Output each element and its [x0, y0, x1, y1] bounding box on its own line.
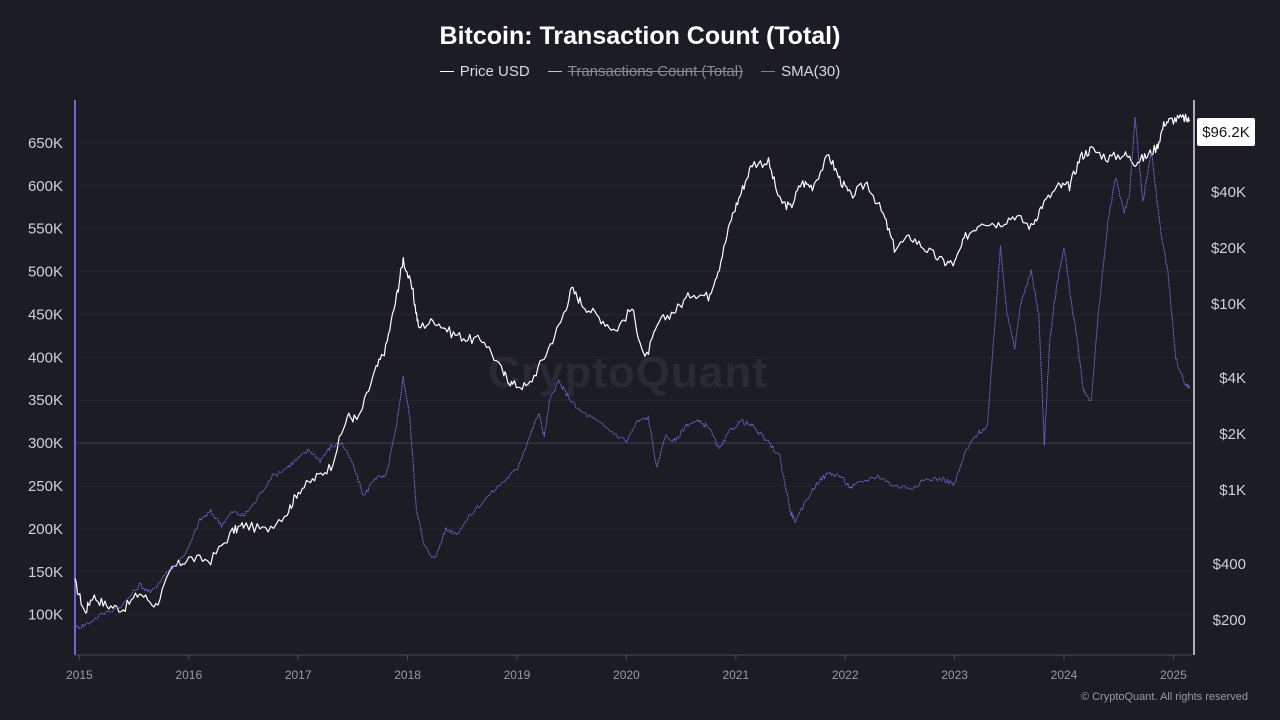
- series-line-sma-30-: [74, 116, 1191, 630]
- x-tick-2018: 2018: [394, 668, 421, 682]
- legend-item-transactions-count[interactable]: Transactions Count (Total): [547, 63, 744, 80]
- series-line-price-usd: [74, 113, 1191, 614]
- y-tick-left-600K: 600K: [28, 178, 63, 195]
- x-tick-2020: 2020: [613, 668, 640, 682]
- x-tick-2016: 2016: [175, 668, 202, 682]
- watermark: CryptoQuant: [488, 348, 768, 397]
- y-tick-left-500K: 500K: [28, 264, 63, 281]
- x-tick-2022: 2022: [832, 668, 859, 682]
- y-tick-left-400K: 400K: [28, 349, 63, 366]
- y-tick-right-$1K: $1K: [1219, 482, 1246, 499]
- y-tick-right-$10K: $10K: [1211, 296, 1246, 313]
- y-tick-left-200K: 200K: [28, 521, 63, 538]
- legend-swatch-price-usd: [439, 71, 454, 72]
- y-tick-right-$400: $400: [1213, 556, 1246, 573]
- x-tick-2021: 2021: [722, 668, 749, 682]
- copyright-notice: © CryptoQuant. All rights reserved: [1080, 691, 1248, 703]
- legend-item-price-usd[interactable]: Price USD: [439, 63, 530, 80]
- y-tick-left-150K: 150K: [28, 564, 63, 581]
- y-tick-right-$4K: $4K: [1219, 370, 1246, 387]
- chart-title: Bitcoin: Transaction Count (Total): [439, 22, 841, 50]
- legend-swatch-transactions-count: [547, 71, 562, 72]
- x-tick-2024: 2024: [1051, 668, 1078, 682]
- y-tick-left-650K: 650K: [28, 135, 63, 152]
- y-tick-left-550K: 550K: [28, 221, 63, 238]
- y-tick-right-$2K: $2K: [1219, 426, 1246, 443]
- legend: Price USD Transactions Count (Total) SMA…: [0, 63, 1280, 80]
- x-tick-2017: 2017: [285, 668, 312, 682]
- y-tick-right-$40K: $40K: [1211, 184, 1246, 201]
- y-tick-right-$20K: $20K: [1211, 240, 1246, 257]
- legend-label-price-usd: Price USD: [459, 63, 530, 80]
- y-tick-left-350K: 350K: [28, 392, 63, 409]
- y-tick-left-100K: 100K: [28, 607, 63, 624]
- x-tick-2023: 2023: [941, 668, 968, 682]
- legend-label-sma-30: SMA(30): [781, 63, 841, 80]
- current-price-badge: $96.2K: [1197, 118, 1255, 146]
- y-tick-left-250K: 250K: [28, 478, 63, 495]
- legend-item-sma-30[interactable]: SMA(30): [761, 63, 840, 80]
- y-tick-left-300K: 300K: [28, 435, 63, 452]
- x-tick-2025: 2025: [1160, 668, 1187, 682]
- y-tick-right-$200: $200: [1213, 612, 1246, 629]
- legend-swatch-sma-30: [761, 71, 776, 72]
- legend-label-transactions-count: Transactions Count (Total): [567, 63, 744, 80]
- x-tick-2019: 2019: [504, 668, 531, 682]
- x-tick-2015: 2015: [66, 668, 93, 682]
- y-tick-left-450K: 450K: [28, 306, 63, 323]
